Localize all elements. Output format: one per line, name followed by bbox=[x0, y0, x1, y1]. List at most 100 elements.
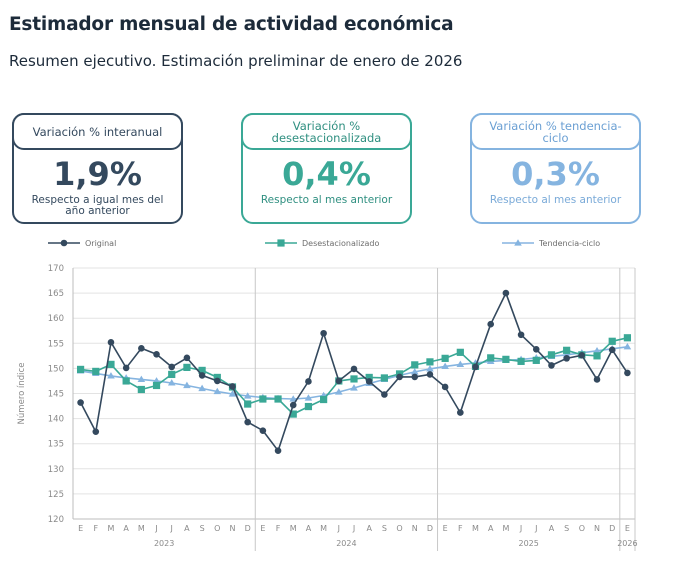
card-desestacionalizada: Variación % desestacionalizada 0,4% Resp… bbox=[241, 113, 412, 224]
data-point-desestacionalizado bbox=[274, 395, 282, 403]
data-point-desestacionalizado bbox=[411, 361, 419, 369]
data-point-desestacionalizado bbox=[289, 410, 297, 418]
data-point-tendencia-ciclo bbox=[456, 360, 465, 367]
data-point-original bbox=[350, 365, 358, 373]
data-point-desestacionalizado bbox=[502, 355, 510, 363]
x-tick-label: A bbox=[549, 524, 555, 533]
x-tick-label: O bbox=[579, 524, 585, 533]
data-point-tendencia-ciclo bbox=[441, 362, 449, 369]
data-point-desestacionalizado bbox=[441, 354, 449, 362]
x-tick-label: A bbox=[123, 524, 129, 533]
card-desestacionalizada-value: 0,4% bbox=[282, 155, 371, 193]
data-point-desestacionalizado bbox=[259, 395, 267, 403]
x-tick-label: D bbox=[427, 524, 433, 533]
x-tick-label: J bbox=[154, 524, 157, 533]
data-point-tendencia-ciclo bbox=[107, 372, 115, 379]
data-point-desestacionalizado bbox=[365, 373, 373, 382]
legend-marker-original bbox=[60, 239, 68, 247]
data-point-original bbox=[365, 378, 373, 385]
data-point-original bbox=[168, 363, 176, 371]
data-point-original bbox=[548, 362, 555, 369]
card-tendencia-ciclo: Variación % tendencia-ciclo 0,3% Respect… bbox=[470, 113, 641, 224]
x-tick-label: J bbox=[534, 524, 537, 533]
card-desestacionalizada-note: Respecto al mes anterior bbox=[260, 194, 393, 206]
data-point-original bbox=[259, 427, 267, 434]
x-tick-label: N bbox=[229, 524, 235, 533]
card-interanual: Variación % interanual 1,9% Respecto a i… bbox=[12, 113, 183, 224]
year-label: 2026 bbox=[617, 539, 637, 548]
x-tick-label: M bbox=[472, 524, 479, 533]
data-point-tendencia-ciclo bbox=[289, 395, 298, 402]
data-point-original bbox=[487, 320, 495, 328]
data-point-tendencia-ciclo bbox=[410, 368, 419, 375]
x-tick-label: J bbox=[519, 524, 522, 533]
data-point-desestacionalizado bbox=[517, 357, 525, 365]
y-tick-label: 135 bbox=[48, 440, 64, 450]
x-tick-label: F bbox=[93, 524, 98, 533]
data-point-desestacionalizado bbox=[183, 363, 191, 371]
legend-marker-tendencia-ciclo bbox=[514, 239, 522, 246]
y-tick-label: 165 bbox=[48, 289, 64, 299]
data-point-original bbox=[122, 364, 130, 372]
data-point-tendencia-ciclo bbox=[304, 394, 313, 401]
data-point-original bbox=[107, 338, 115, 346]
x-tick-label: F bbox=[458, 524, 463, 533]
data-point-desestacionalizado bbox=[168, 370, 176, 379]
y-tick-label: 160 bbox=[48, 314, 64, 324]
year-label: 2025 bbox=[518, 539, 538, 548]
y-tick-label: 120 bbox=[48, 515, 64, 525]
legend-label-original: Original bbox=[85, 239, 116, 248]
data-point-original bbox=[274, 447, 282, 455]
x-tick-label: S bbox=[382, 524, 387, 533]
data-point-original bbox=[624, 369, 631, 377]
data-point-desestacionalizado bbox=[198, 366, 206, 375]
year-label: 2023 bbox=[154, 539, 174, 548]
x-tick-label: F bbox=[276, 524, 281, 533]
x-tick-label: M bbox=[108, 524, 115, 533]
y-tick-label: 130 bbox=[48, 465, 64, 475]
data-point-tendencia-ciclo bbox=[137, 375, 146, 383]
data-point-tendencia-ciclo bbox=[198, 384, 206, 392]
data-point-tendencia-ciclo bbox=[228, 390, 237, 397]
data-point-original bbox=[183, 354, 191, 362]
data-point-desestacionalizado bbox=[137, 385, 145, 394]
card-tendencia-ciclo-header: Variación % tendencia-ciclo bbox=[470, 113, 641, 150]
data-point-original bbox=[305, 378, 312, 385]
data-point-desestacionalizado bbox=[532, 356, 540, 364]
data-point-desestacionalizado bbox=[547, 351, 556, 359]
data-point-tendencia-ciclo bbox=[623, 343, 632, 350]
data-point-desestacionalizado bbox=[76, 365, 85, 374]
data-point-original bbox=[578, 352, 586, 359]
data-point-desestacionalizado bbox=[608, 337, 616, 345]
data-point-original bbox=[563, 355, 570, 362]
x-tick-label: E bbox=[443, 524, 448, 533]
y-tick-label: 170 bbox=[48, 264, 64, 274]
data-point-tendencia-ciclo bbox=[426, 365, 434, 372]
card-interanual-header: Variación % interanual bbox=[12, 113, 183, 150]
legend-label-tendencia-ciclo: Tendencia-ciclo bbox=[538, 239, 600, 248]
data-point-desestacionalizado bbox=[593, 352, 601, 360]
y-axis-label: Número índice bbox=[17, 363, 27, 425]
data-point-original bbox=[381, 391, 388, 398]
x-tick-label: E bbox=[78, 524, 83, 533]
x-tick-label: A bbox=[488, 524, 494, 533]
x-tick-label: O bbox=[214, 524, 220, 533]
data-point-original bbox=[138, 345, 145, 352]
x-tick-label: D bbox=[609, 524, 615, 533]
data-point-tendencia-ciclo bbox=[213, 387, 222, 395]
data-point-desestacionalizado bbox=[152, 381, 161, 390]
x-tick-label: A bbox=[184, 524, 190, 533]
x-tick-label: N bbox=[412, 524, 418, 533]
data-point-desestacionalizado bbox=[304, 402, 313, 411]
x-tick-label: J bbox=[170, 524, 173, 533]
data-point-original bbox=[198, 372, 206, 379]
legend-label-desestacionalizado: Desestacionalizado bbox=[302, 239, 379, 248]
data-point-desestacionalizado bbox=[350, 375, 358, 383]
x-tick-label: M bbox=[320, 524, 327, 533]
x-tick-label: S bbox=[564, 524, 569, 533]
card-tendencia-ciclo-note: Respecto al mes anterior bbox=[489, 194, 622, 206]
data-point-desestacionalizado bbox=[244, 400, 252, 408]
data-point-tendencia-ciclo bbox=[243, 392, 252, 399]
page-subtitle: Resumen ejecutivo. Estimación preliminar… bbox=[9, 52, 463, 70]
x-tick-label: E bbox=[625, 524, 630, 533]
